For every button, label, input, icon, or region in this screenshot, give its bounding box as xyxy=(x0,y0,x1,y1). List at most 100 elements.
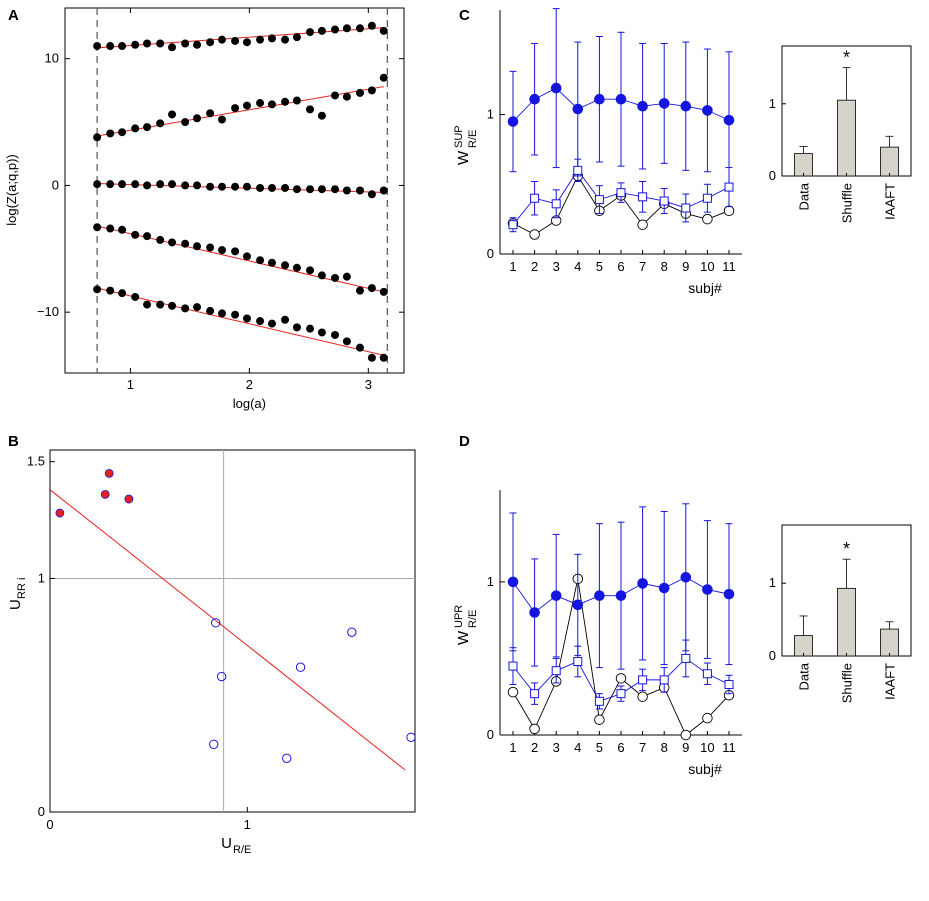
x-tick-label: 8 xyxy=(661,740,668,755)
x-tick-label: 5 xyxy=(596,740,603,755)
data-point xyxy=(93,42,102,51)
data-point xyxy=(143,300,152,309)
marker-iaaft xyxy=(616,188,626,198)
x-axis-label: subj# xyxy=(688,280,722,296)
panel-a: 1 2 3 −10 0 10 log(a) log(Z(a;q,p)) xyxy=(4,7,405,411)
data-point xyxy=(342,272,351,281)
data-point xyxy=(306,266,315,275)
data-point xyxy=(143,181,152,190)
data-point xyxy=(118,180,127,189)
marker-shuffle xyxy=(529,607,540,618)
marker-data xyxy=(723,205,735,217)
data-point xyxy=(231,36,240,45)
marker-shuffle xyxy=(680,571,692,583)
y-tick-label: 1 xyxy=(38,570,45,585)
marker-iaaft xyxy=(638,675,648,685)
x-tick-label: 8 xyxy=(661,259,668,274)
marker-iaaft xyxy=(724,182,734,192)
data-point xyxy=(256,99,265,108)
filled-point xyxy=(55,508,65,518)
data-point xyxy=(181,118,190,127)
fit-line-q4 xyxy=(97,225,384,293)
data-point xyxy=(317,26,326,35)
marker-iaaft xyxy=(659,675,669,685)
x-tick-label: 11 xyxy=(722,259,736,274)
fit-line-q1 xyxy=(97,27,384,49)
marker-data xyxy=(594,714,605,725)
inset-y-tick-label: 1 xyxy=(769,96,776,111)
data-point xyxy=(342,92,351,101)
data-point xyxy=(281,315,290,324)
data-point xyxy=(131,40,140,49)
marker-shuffle xyxy=(572,103,584,115)
inset-bar-chart: 0 1 Data Shuffle * IAAFT xyxy=(769,524,912,703)
filled-point xyxy=(124,494,134,504)
axes-frame xyxy=(64,7,405,374)
data-point xyxy=(331,273,340,282)
data-point xyxy=(156,39,165,48)
marker-iaaft xyxy=(702,193,712,203)
panel-letter-B: B xyxy=(8,433,19,450)
marker-shuffle xyxy=(637,578,648,589)
data-point xyxy=(206,306,215,315)
data-point xyxy=(143,39,152,48)
inset-category-label: IAAFT xyxy=(883,663,898,700)
data-point xyxy=(93,223,102,232)
data-point xyxy=(256,35,265,44)
data-point xyxy=(131,230,140,239)
x-tick-label: 3 xyxy=(365,377,372,392)
data-point xyxy=(118,289,127,298)
data-point xyxy=(292,33,301,42)
data-point xyxy=(317,271,326,280)
data-point xyxy=(367,21,376,30)
data-point xyxy=(379,287,388,296)
marker-iaaft xyxy=(638,192,648,202)
data-point xyxy=(218,309,227,318)
data-point xyxy=(342,24,351,33)
data-point xyxy=(193,181,202,190)
x-tick-label: 4 xyxy=(574,259,581,274)
marker-shuffle xyxy=(507,116,519,127)
significance-marker: * xyxy=(843,539,850,559)
marker-iaaft xyxy=(616,689,626,699)
data-point xyxy=(367,353,376,362)
marker-shuffle xyxy=(702,105,713,116)
data-point xyxy=(181,39,190,48)
data-point xyxy=(156,300,165,309)
data-point xyxy=(379,353,388,362)
data-point xyxy=(106,42,115,51)
data-point xyxy=(367,86,376,95)
inset-category-label: IAAFT xyxy=(883,183,898,220)
fit-line-q5 xyxy=(97,287,384,356)
marker-shuffle xyxy=(529,93,540,105)
x-tick-label: 9 xyxy=(682,740,689,755)
fit-line-q3 xyxy=(97,183,384,193)
open-point xyxy=(216,671,227,682)
marker-shuffle xyxy=(507,576,519,588)
data-point xyxy=(267,183,276,192)
data-point xyxy=(306,28,315,37)
data-point xyxy=(267,319,276,328)
data-point xyxy=(156,119,165,128)
data-point xyxy=(331,25,340,34)
marker-data xyxy=(529,229,540,240)
marker-data xyxy=(507,686,519,698)
inset-bar xyxy=(794,635,813,657)
open-point xyxy=(211,618,221,628)
y-axis-label-sub: R/E xyxy=(467,130,479,148)
data-point xyxy=(131,180,140,189)
data-point xyxy=(106,129,115,138)
inset-category-label: Shuffle xyxy=(840,663,855,703)
marker-iaaft xyxy=(681,203,691,213)
panel-letter-A: A xyxy=(8,7,19,24)
inset-category-label: Data xyxy=(797,662,812,690)
marker-iaaft xyxy=(594,195,604,205)
data-point xyxy=(355,286,364,295)
data-point xyxy=(206,243,215,252)
panel-letter-C: C xyxy=(459,7,470,24)
data-point xyxy=(242,182,251,191)
filled-point xyxy=(100,489,110,499)
